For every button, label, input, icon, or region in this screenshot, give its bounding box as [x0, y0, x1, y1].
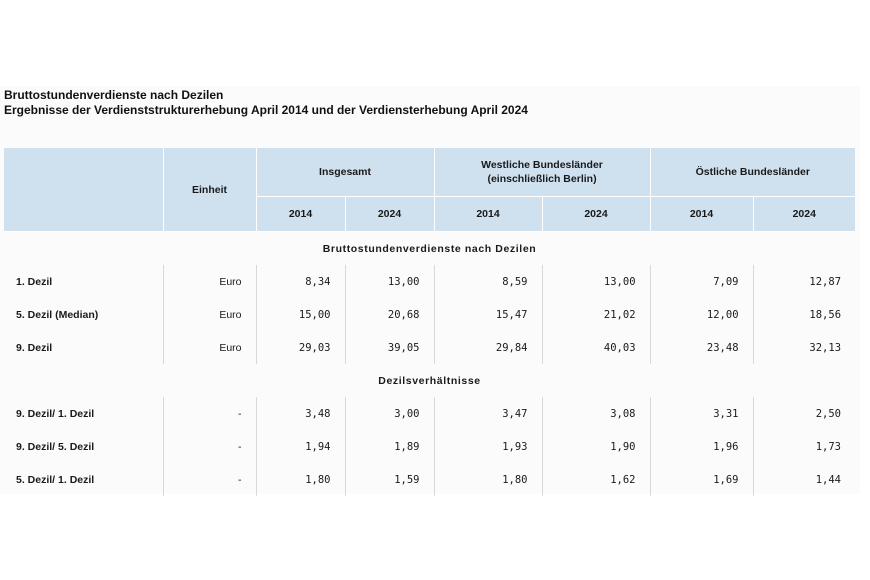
- cell-value: 13,00: [542, 265, 651, 298]
- cell-value: 39,05: [345, 331, 435, 364]
- title-line-1: Bruttostundenverdienste nach Dezilen: [4, 88, 224, 102]
- header-group-total: Insgesamt: [256, 148, 435, 197]
- table-row: 5. Dezil (Median) Euro 15,00 20,68 15,47…: [4, 298, 855, 331]
- row-label: 5. Dezil/ 1. Dezil: [4, 463, 164, 496]
- cell-value: 21,02: [542, 298, 651, 331]
- row-unit: -: [163, 463, 257, 496]
- table-title: Bruttostundenverdienste nach Dezilen Erg…: [4, 88, 528, 118]
- section-row: Dezilsverhältnisse: [4, 364, 855, 397]
- row-label: 5. Dezil (Median): [4, 298, 164, 331]
- cell-value: 20,68: [345, 298, 435, 331]
- section-row: Bruttostundenverdienste nach Dezilen: [4, 232, 855, 266]
- cell-value: 40,03: [542, 331, 651, 364]
- cell-value: 3,47: [434, 397, 543, 430]
- cell-value: 12,87: [809, 275, 842, 288]
- header-year: 2014: [256, 196, 346, 232]
- earnings-table: Einheit Insgesamt Westliche Bundesländer…: [4, 148, 856, 496]
- row-label: 9. Dezil/ 5. Dezil: [4, 430, 164, 463]
- cell-value: 1,59: [345, 463, 435, 496]
- table-row: 1. Dezil Euro 8,34 13,00 8,59 13,00 7,09…: [4, 265, 855, 298]
- cell-value: 1,89: [345, 430, 435, 463]
- header-year: 2014: [650, 196, 754, 232]
- cell-value: 2,50: [815, 407, 842, 420]
- cell-value: 1,80: [434, 463, 543, 496]
- header-year: 2024: [345, 196, 435, 232]
- header-empty-cell: [4, 148, 164, 232]
- header-group-east: Östliche Bundesländer: [650, 148, 856, 197]
- cell-value: 1,93: [434, 430, 543, 463]
- table-body: Bruttostundenverdienste nach Dezilen 1. …: [4, 232, 855, 496]
- cell-value: 1,94: [256, 430, 346, 463]
- header-unit: Einheit: [163, 148, 257, 232]
- row-unit: Euro: [163, 265, 257, 298]
- table-row: 9. Dezil Euro 29,03 39,05 29,84 40,03 23…: [4, 331, 855, 364]
- header-group-west: Westliche Bundesländer (einschließlich B…: [434, 148, 651, 197]
- cell-value: 1,90: [542, 430, 651, 463]
- section-title: Bruttostundenverdienste nach Dezilen: [322, 242, 537, 255]
- table-header: Einheit Insgesamt Westliche Bundesländer…: [4, 148, 856, 232]
- cell-value: 3,31: [650, 397, 754, 430]
- cell-value: 8,34: [256, 265, 346, 298]
- cell-value: 15,47: [434, 298, 543, 331]
- header-group-west-line2: (einschließlich Berlin): [487, 173, 597, 185]
- row-unit: -: [163, 430, 257, 463]
- cell-value: 1,96: [650, 430, 754, 463]
- cell-value: 1,62: [542, 463, 651, 496]
- header-year: 2014: [434, 196, 543, 232]
- cell-value: 18,56: [809, 308, 842, 321]
- cell-value: 1,69: [650, 463, 754, 496]
- cell-value: 1,73: [815, 440, 842, 453]
- cell-value: 1,44: [815, 473, 842, 486]
- table-row: 5. Dezil/ 1. Dezil - 1,80 1,59 1,80 1,62…: [4, 463, 855, 496]
- table-row: 9. Dezil/ 5. Dezil - 1,94 1,89 1,93 1,90…: [4, 430, 855, 463]
- section-title: Dezilsverhältnisse: [378, 374, 481, 387]
- cell-value: 15,00: [256, 298, 346, 331]
- row-unit: Euro: [163, 298, 257, 331]
- cell-value: 13,00: [345, 265, 435, 298]
- cell-value: 29,03: [256, 331, 346, 364]
- cell-value: 3,00: [345, 397, 435, 430]
- row-unit: -: [163, 397, 257, 430]
- cell-value: 12,00: [650, 298, 754, 331]
- header-year: 2024: [753, 196, 856, 232]
- cell-value: 7,09: [650, 265, 754, 298]
- cell-value: 23,48: [650, 331, 754, 364]
- cell-value: 1,80: [256, 463, 346, 496]
- cell-value: 3,48: [256, 397, 346, 430]
- row-label: 1. Dezil: [4, 265, 164, 298]
- cell-value: 8,59: [434, 265, 543, 298]
- header-group-west-line1: Westliche Bundesländer: [481, 159, 603, 171]
- row-label: 9. Dezil/ 1. Dezil: [4, 397, 164, 430]
- cell-value: 32,13: [809, 341, 842, 354]
- cell-value: 29,84: [434, 331, 543, 364]
- content-panel: Bruttostundenverdienste nach Dezilen Erg…: [0, 86, 860, 496]
- row-label: 9. Dezil: [4, 331, 164, 364]
- table-row: 9. Dezil/ 1. Dezil - 3,48 3,00 3,47 3,08…: [4, 397, 855, 430]
- header-year: 2024: [542, 196, 651, 232]
- cell-value: 3,08: [542, 397, 651, 430]
- title-line-2: Ergebnisse der Verdienststrukturerhebung…: [4, 103, 528, 117]
- row-unit: Euro: [163, 331, 257, 364]
